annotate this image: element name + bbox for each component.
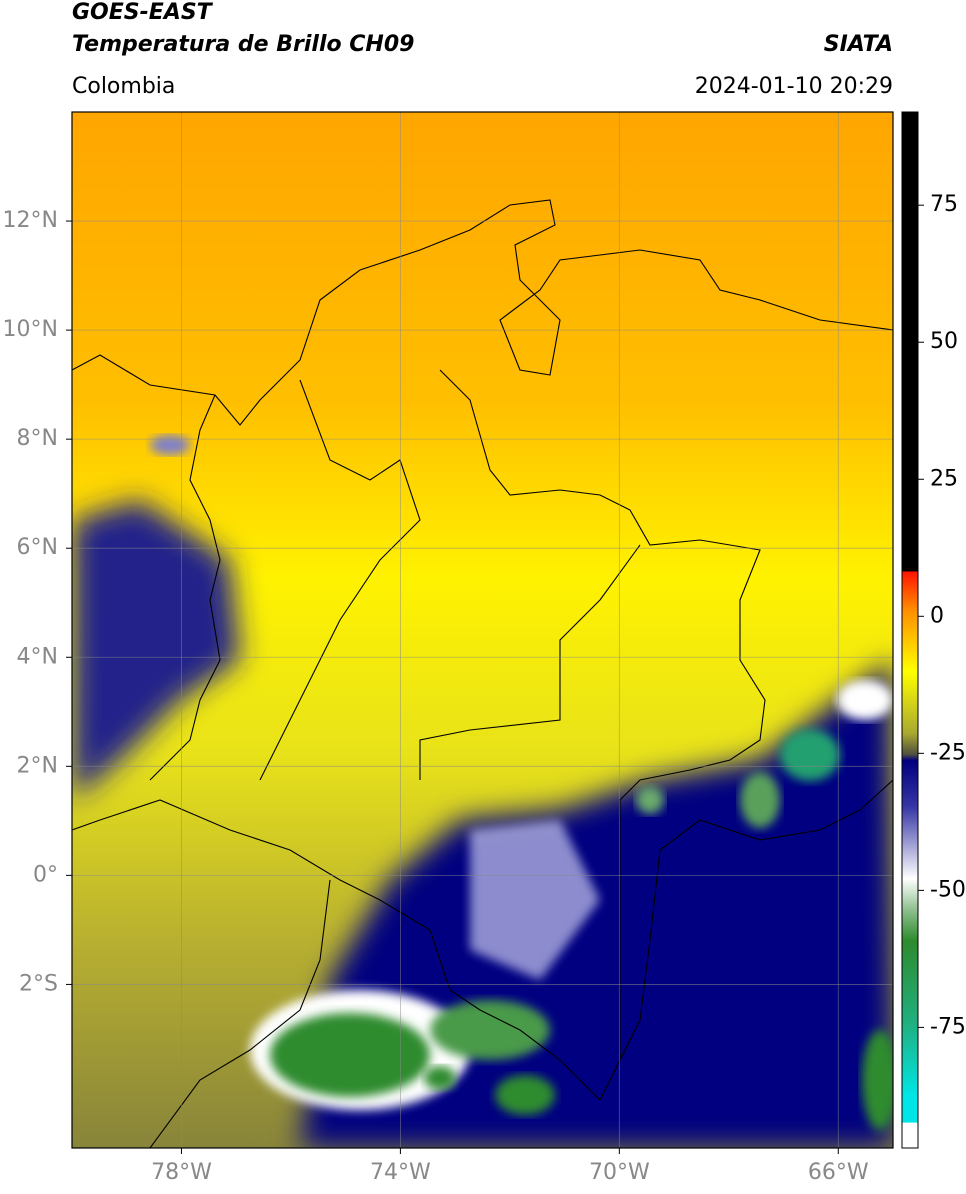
y-tick-label: 2°S <box>19 971 58 996</box>
colorbar-tick-label: 0 <box>930 603 944 628</box>
colorbar-tick-label: -25 <box>930 740 966 765</box>
y-tick-label: 4°N <box>17 644 58 669</box>
colorbar-tick-label: 50 <box>930 329 958 354</box>
graticule <box>72 112 893 1148</box>
source: SIATA <box>824 32 893 57</box>
x-tick-label: 74°W <box>370 1160 431 1185</box>
region: Colombia <box>72 74 175 99</box>
imagery <box>72 112 893 1148</box>
y-tick-label: 8°N <box>17 426 58 451</box>
colorbar-tick-label: -75 <box>930 1014 966 1039</box>
datetime: 2024-01-10 20:29 <box>695 74 893 99</box>
colorbar <box>901 111 919 1149</box>
title: GOES-EAST <box>72 0 214 25</box>
map-frame <box>71 111 894 1149</box>
y-tick-label: 12°N <box>3 208 58 233</box>
subtitle: Temperatura de Brillo CH09 <box>72 32 414 57</box>
y-tick-label: 6°N <box>17 535 58 560</box>
colorbar-tick-label: -50 <box>930 877 966 902</box>
y-tick-label: 0° <box>33 862 58 887</box>
x-tick-label: 70°W <box>589 1160 650 1185</box>
y-tick-label: 10°N <box>3 317 58 342</box>
colorbar-tick-label: 75 <box>930 192 958 217</box>
colorbar-tick-label: 25 <box>930 466 958 491</box>
x-tick-label: 66°W <box>808 1160 869 1185</box>
x-tick-label: 78°W <box>151 1160 212 1185</box>
y-tick-label: 2°N <box>17 753 58 778</box>
